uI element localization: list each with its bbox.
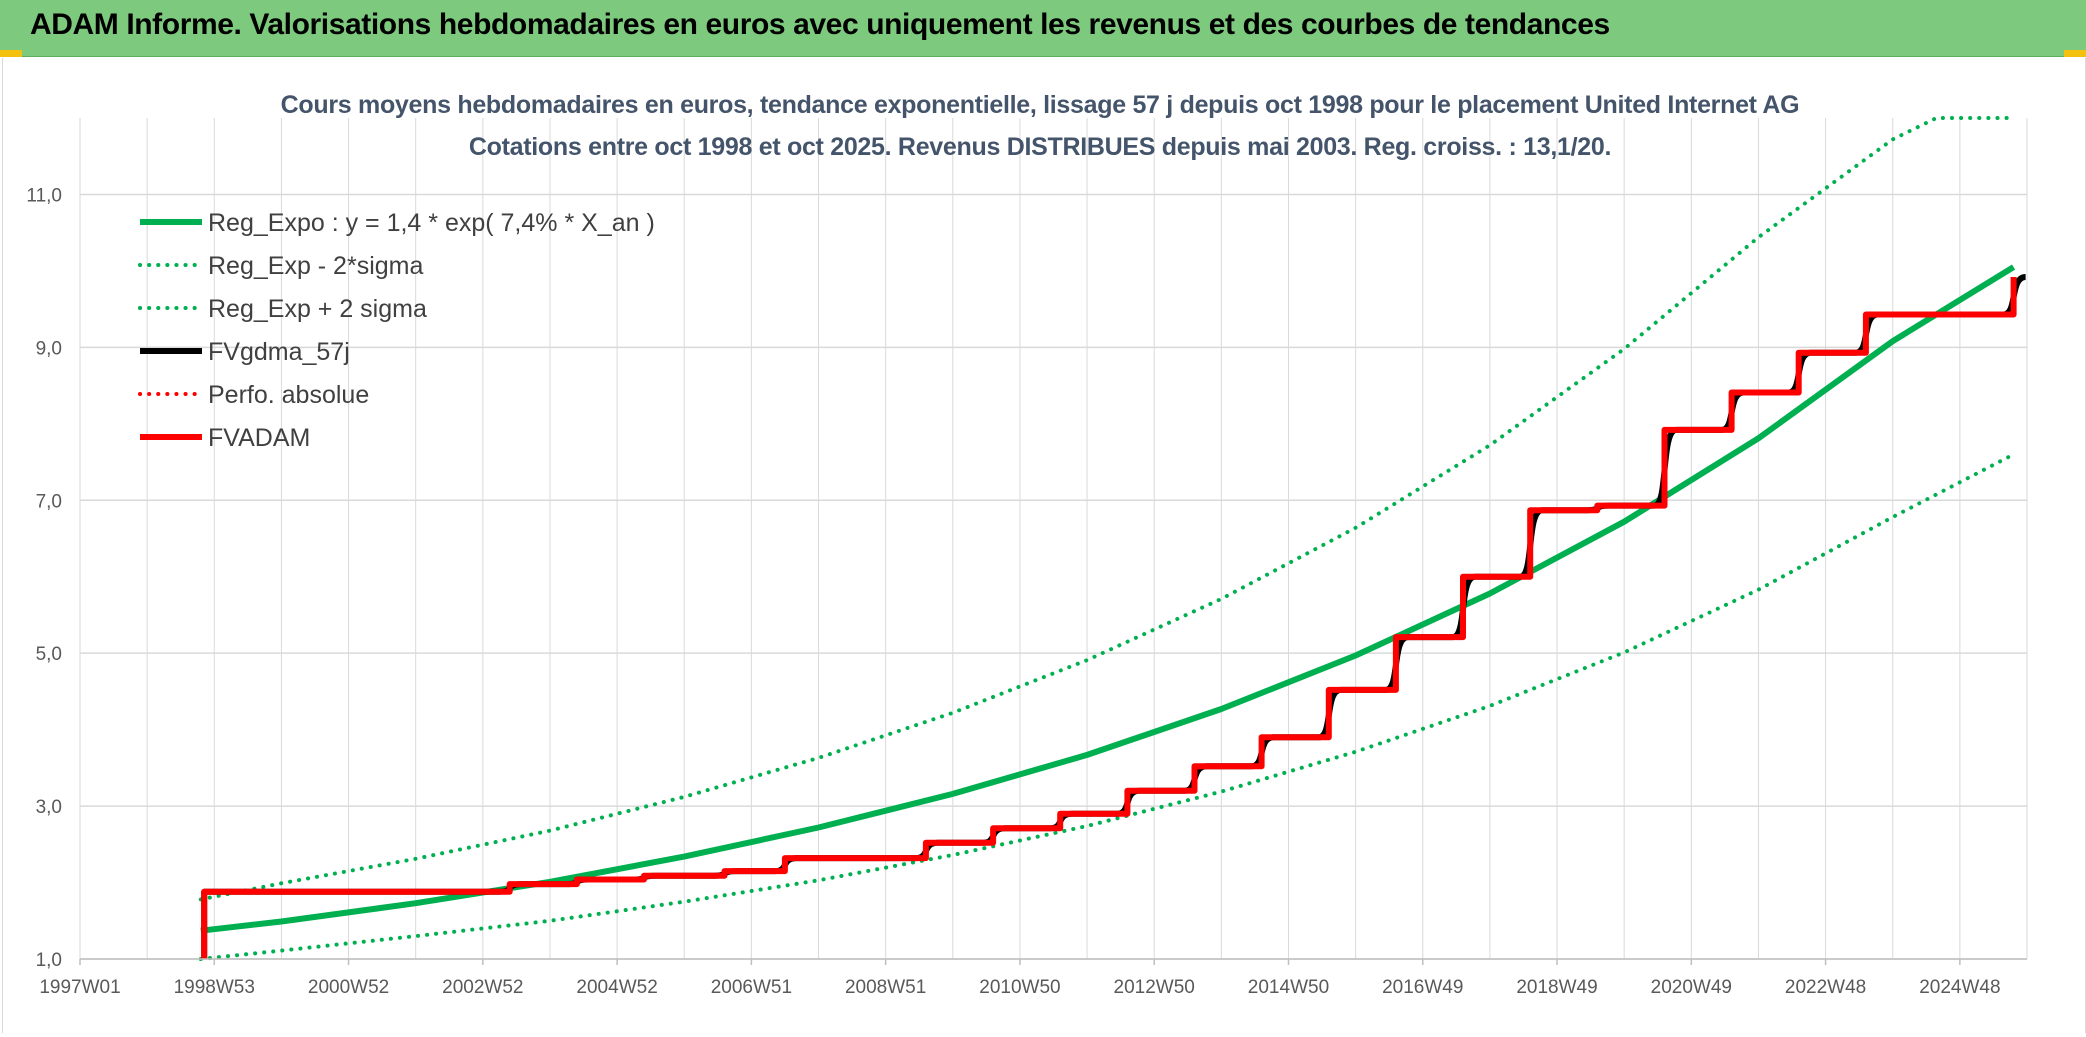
report-header: ADAM Informe. Valorisations hebdomadaire… (0, 0, 2086, 57)
y-tick-label: 7,0 (36, 491, 62, 512)
x-tick-label: 1998W53 (174, 977, 255, 998)
x-tick-label: 2022W48 (1785, 977, 1866, 998)
x-tick-label: 2024W48 (1919, 977, 2000, 998)
axes: 1,0 3,0 5,0 7,0 9,0 11,0 1997W01 1998W53 2000W52… (26, 185, 2027, 998)
series-line-3 (198, 116, 2016, 902)
x-tick-label: 2020W49 (1651, 977, 1732, 998)
x-tick-label: 2006W51 (711, 977, 792, 998)
x-tick-label: 2014W50 (1248, 977, 1329, 998)
legend-label: Reg_Exp + 2 sigma (208, 295, 427, 323)
x-tick-label: 2016W49 (1382, 977, 1463, 998)
x-tick-label: 2000W52 (308, 977, 389, 998)
chart-title: Cours moyens hebdomadaires en euros, ten… (281, 91, 1800, 119)
x-tick-label: 2010W50 (979, 977, 1060, 998)
y-tick-label: 9,0 (36, 338, 62, 359)
legend-label: Reg_Exp - 2*sigma (208, 252, 423, 280)
series-line-6 (201, 277, 2017, 959)
corner-accent-right (2064, 50, 2086, 57)
series (198, 116, 2027, 961)
series-line-4 (201, 274, 2027, 959)
series-line-1 (200, 264, 2016, 934)
y-tick-label: 5,0 (36, 644, 62, 665)
corner-accent-left (0, 50, 22, 57)
x-tick-label: 2018W49 (1516, 977, 1597, 998)
x-tick-label: 2002W52 (442, 977, 523, 998)
x-tick-label: 1997W01 (39, 977, 120, 998)
legend-label: FVgdma_57j (208, 338, 350, 366)
y-tick-label: 3,0 (36, 797, 62, 818)
legend: Reg_Expo : y = 1,4 * exp( 7,4% * X_an ) R… (138, 209, 655, 452)
x-tick-label: 2008W51 (845, 977, 926, 998)
y-tick-label: 1,0 (36, 950, 62, 971)
series-line-2 (198, 452, 2016, 961)
x-tick-label: 2012W50 (1114, 977, 1195, 998)
report-title: ADAM Informe. Valorisations hebdomadaire… (30, 8, 1610, 41)
legend-label: Reg_Expo : y = 1,4 * exp( 7,4% * X_an ) (208, 209, 655, 237)
legend-label: Perfo. absolue (208, 381, 369, 409)
y-tick-label: 11,0 (26, 185, 62, 206)
chart-subtitle: Cotations entre oct 1998 et oct 2025. Re… (469, 133, 1611, 161)
legend-label: FVADAM (208, 424, 310, 452)
x-tick-label: 2004W52 (576, 977, 657, 998)
